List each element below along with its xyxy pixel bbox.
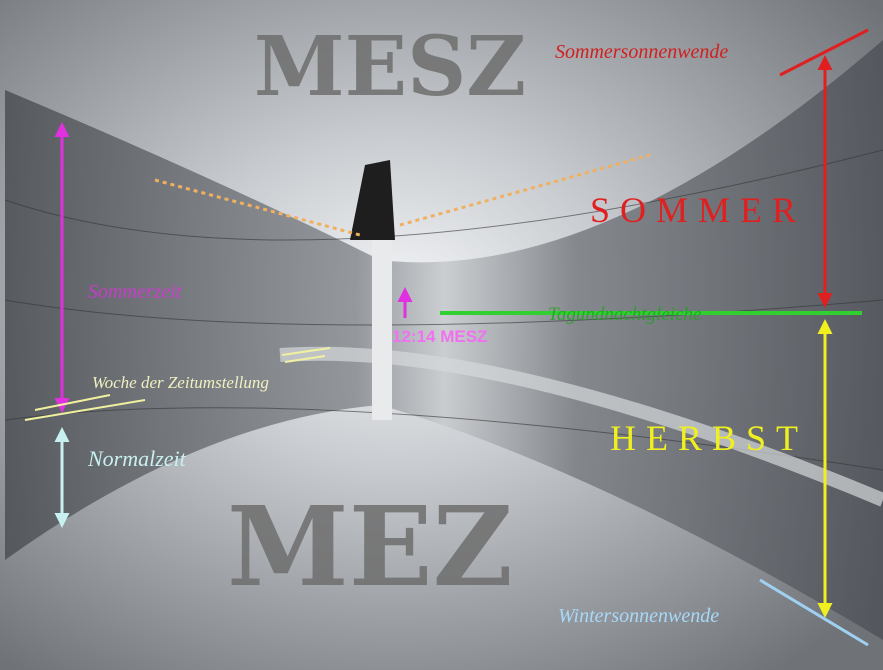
label-summer-time: Sommerzeit — [88, 281, 182, 303]
label-winter-solstice: Wintersonnenwende — [558, 605, 719, 627]
label-standard-time: Normalzeit — [87, 446, 187, 471]
label-equinox: Tagundnachtgleiche — [548, 304, 701, 325]
annotated-photo: MESZ MEZ Sommersonnenwende SOMMER Sommer… — [0, 0, 883, 670]
label-time: 12:14 MESZ — [392, 327, 487, 346]
label-summer: SOMMER — [590, 190, 806, 230]
gnomon-shadow-slot — [372, 240, 392, 420]
engraving-top: MESZ — [254, 19, 526, 115]
label-summer-solstice: Sommersonnenwende — [555, 41, 728, 63]
engraving-bottom: MEZ — [227, 482, 513, 611]
label-changeover-week: Woche der Zeitumstellung — [92, 373, 269, 392]
label-autumn: HERBST — [610, 418, 808, 458]
